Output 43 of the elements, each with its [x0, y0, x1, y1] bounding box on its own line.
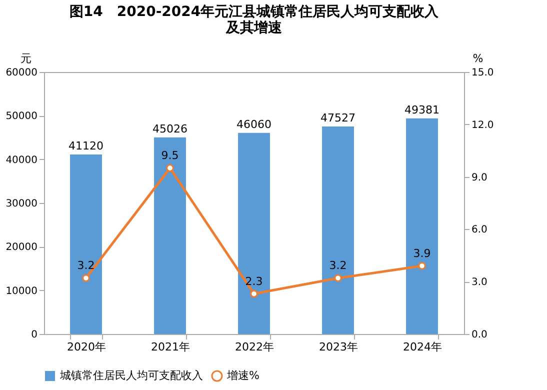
point: [166, 164, 174, 172]
x-tick-label: 2024年: [403, 340, 442, 354]
data-label: 46060: [236, 118, 272, 131]
y-tick-label: 10000: [6, 286, 38, 297]
y2-tick-label: 0.0: [472, 330, 488, 340]
point: [418, 262, 426, 270]
data-label: 41120: [68, 139, 104, 152]
data-label: 47527: [320, 111, 356, 124]
data-label: 3.9: [413, 246, 431, 260]
x-tick-label: 2023年: [319, 340, 358, 354]
y2-tick-label: 15.0: [472, 68, 494, 78]
legend-label: 增速%: [226, 369, 260, 382]
y-tick-label: 50000: [6, 111, 38, 122]
chart-title: 图14 2020-2024年元江县城镇常住居民人均可支配收入及其增速: [69, 4, 440, 36]
y2-tick-label: 6.0: [472, 224, 488, 236]
data-label: 9.5: [161, 149, 179, 162]
x-tick-label: 2020年: [67, 340, 106, 354]
x-tick-label: 2021年: [151, 340, 190, 354]
x-tick-label: 2022年: [235, 340, 274, 354]
point: [82, 274, 90, 282]
bar: [238, 132, 270, 334]
point: [250, 290, 258, 298]
y-tick-label: 20000: [6, 242, 38, 254]
y2-axis-title: %: [472, 52, 484, 65]
point: [334, 274, 342, 282]
y-tick-label: 60000: [6, 68, 38, 78]
data-label: 3.2: [77, 259, 95, 272]
legend-label: 城镇常住居民人均可支配收入: [59, 369, 203, 382]
bar: [322, 126, 354, 334]
y2-tick-label: 3.0: [472, 277, 488, 288]
data-label: 2.3: [245, 274, 263, 288]
y2-tick-label: 12.0: [472, 120, 494, 131]
y-axis-title: 元: [20, 52, 32, 65]
y-tick-label: 0: [31, 330, 38, 340]
y2-tick-label: 9.0: [472, 172, 488, 184]
y-tick-label: 40000: [6, 154, 38, 166]
y-tick-label: 30000: [6, 198, 38, 210]
bar: [70, 154, 102, 334]
data-label: 3.2: [329, 259, 347, 272]
bar: [154, 137, 186, 334]
data-label: 49381: [404, 103, 440, 116]
bar: [406, 118, 438, 334]
data-label: 45026: [152, 122, 188, 136]
